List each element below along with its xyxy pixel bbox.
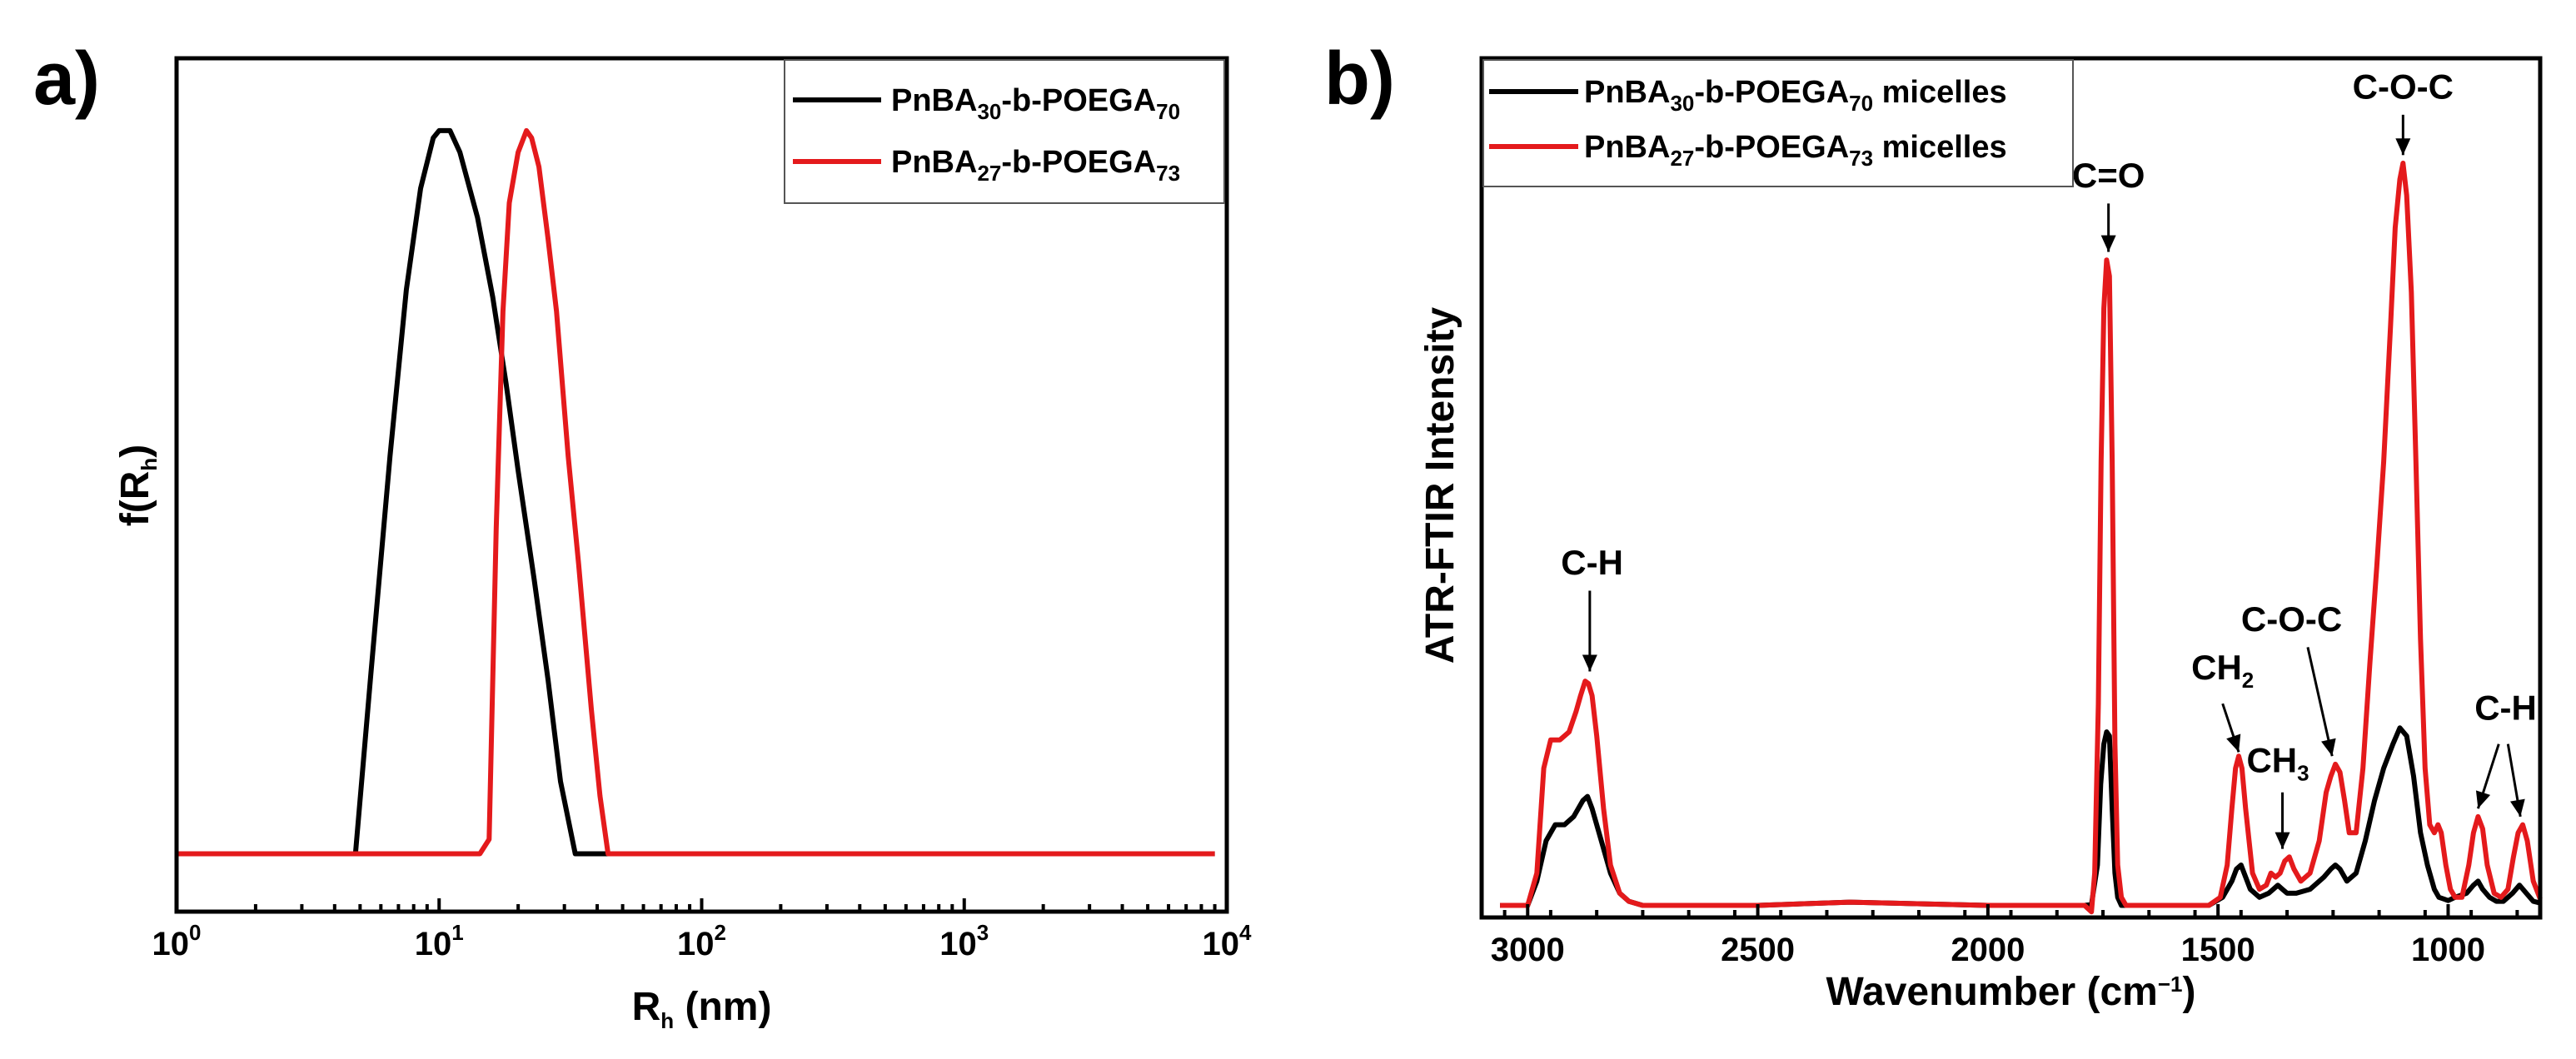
legend-box-b <box>1482 59 2074 187</box>
legend-label-b-2: PnBA27-b-POEGA73 micelles <box>1584 130 2007 171</box>
y-axis-label-b: ATR-FTIR Intensity <box>1418 306 1462 664</box>
panel-a: a) 100 101 102 103 104 Rh (nm) f(Rh) PnBA30-b-PO… <box>33 37 1252 1033</box>
x-tick-label-b-3: 1500 <box>2181 932 2255 968</box>
annotation-arrowhead-c-o-c-ester-0 <box>2321 738 2336 757</box>
annotations-b: C-H C=O CH2 CH3 C-O-C C-O-C C-H <box>1561 67 2537 849</box>
annotation-label-c-o-c-ester: C-O-C <box>2241 599 2342 639</box>
x-tick-label-a-4: 104 <box>1203 920 1253 962</box>
legend-b: PnBA30-b-POEGA70 micelles PnBA27-b-POEGA7… <box>1482 59 2074 187</box>
x-tick-label-b-2: 2000 <box>1951 932 2025 968</box>
x-axis-label-b: Wavenumber (cm−1) <box>1826 970 2196 1014</box>
x-tick-label-a-1: 101 <box>415 920 464 962</box>
legend-label-a-1: PnBA30-b-POEGA70 <box>891 83 1180 124</box>
x-tick-label-a-3: 103 <box>939 920 989 962</box>
annotation-label-c-o-c-ether: C-O-C <box>2353 67 2454 106</box>
annotation-label-ch2: CH2 <box>2191 648 2254 693</box>
series-group-a <box>177 127 1215 857</box>
x-tick-label-a-0: 100 <box>152 920 202 962</box>
annotation-arrowhead-ch2-0 <box>2226 733 2241 753</box>
x-tick-label-b-0: 3000 <box>1491 932 1565 968</box>
panel-label-b: b) <box>1324 37 1395 121</box>
legend-label-b-1: PnBA30-b-POEGA70 micelles <box>1584 75 2007 116</box>
legend-a: PnBA30-b-POEGA70 PnBA27-b-POEGA73 <box>784 59 1225 204</box>
x-tick-label-b-4: 1000 <box>2411 932 2485 968</box>
series-line-a-2 <box>177 127 1215 857</box>
series-group-b <box>1500 161 2543 915</box>
annotation-arrowhead-ch-stretch-0 <box>1582 654 1597 672</box>
annotation-arrowhead-ch-bend-0 <box>2475 790 2491 809</box>
annotation-arrowhead-ch-bend-1 <box>2509 798 2525 817</box>
annotation-arrowhead-c-o-c-ether-0 <box>2395 138 2411 156</box>
annotation-label-ch3: CH3 <box>2246 741 2309 786</box>
series-line-a-1 <box>177 127 1215 857</box>
x-tick-label-a-2: 102 <box>677 920 726 962</box>
annotation-label-carbonyl: C=O <box>2072 156 2145 195</box>
annotation-arrowhead-carbonyl-0 <box>2100 235 2116 252</box>
panel-b: b) 3000 2500 2000 1500 1000 Wavenumber (cm−1) A… <box>1324 37 2543 1014</box>
series-line-b-2 <box>1500 161 2543 915</box>
x-axis-label-a: Rh (nm) <box>632 985 772 1033</box>
annotation-arrowhead-ch3-0 <box>2275 832 2290 849</box>
legend-label-a-2: PnBA27-b-POEGA73 <box>891 145 1180 186</box>
panel-label-a: a) <box>33 37 100 121</box>
x-tick-label-b-1: 2500 <box>1721 932 1795 968</box>
series-line-b-1 <box>1500 725 2541 908</box>
annotation-arrow-c-o-c-ester-0 <box>2306 647 2334 757</box>
annotation-label-ch-bend: C-H <box>2474 689 2537 728</box>
legend-box-a <box>784 59 1225 204</box>
y-axis-label-a: f(Rh) <box>113 445 162 527</box>
annotation-label-ch-stretch: C-H <box>1561 543 1623 582</box>
